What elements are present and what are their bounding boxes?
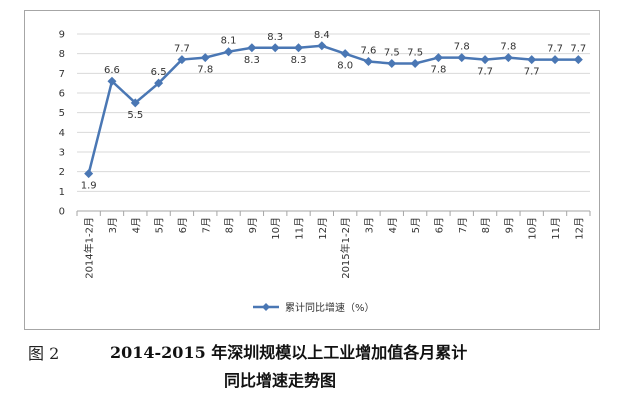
y-tick-label: 4 <box>59 128 65 139</box>
data-point-marker <box>457 53 467 63</box>
y-tick-label: 8 <box>59 49 65 60</box>
data-point-marker <box>154 78 164 88</box>
x-tick-label: 7月 <box>457 217 469 233</box>
data-label: 7.7 <box>547 44 563 55</box>
data-label: 8.3 <box>291 55 307 66</box>
series-line <box>87 44 579 174</box>
data-point-marker <box>573 55 583 65</box>
x-tick-label: 5月 <box>154 217 166 233</box>
x-tick-label: 8月 <box>480 217 492 233</box>
x-tick-label: 11月 <box>294 217 306 240</box>
figure-number: 图 2 <box>28 344 60 363</box>
y-tick-label: 2 <box>59 167 65 178</box>
data-label: 7.8 <box>197 65 213 76</box>
y-tick-label: 6 <box>59 89 65 100</box>
y-tick-label: 3 <box>59 148 65 159</box>
data-label: 7.8 <box>500 42 516 53</box>
data-label: 8.3 <box>267 32 283 43</box>
data-label: 8.0 <box>337 61 353 72</box>
data-point-marker <box>503 53 513 63</box>
y-tick-label: 5 <box>59 108 65 119</box>
x-tick-label: 2014年1-2月 <box>83 217 96 279</box>
x-tick-label: 9月 <box>247 217 259 233</box>
figure-caption-line2: 同比增速走势图 <box>224 371 337 390</box>
data-point-marker <box>107 76 117 86</box>
data-label: 5.5 <box>127 110 143 121</box>
data-point-marker <box>177 55 187 65</box>
data-point-marker <box>270 43 280 53</box>
data-label: 6.6 <box>104 65 120 76</box>
data-label: 8.4 <box>314 30 330 41</box>
data-point-marker <box>527 55 537 65</box>
data-label: 1.9 <box>81 181 97 192</box>
data-point-marker <box>84 169 94 179</box>
x-tick-label: 12月 <box>573 217 585 240</box>
data-label: 7.5 <box>384 48 400 59</box>
x-tick-label: 11月 <box>550 217 562 240</box>
legend-label: 累计同比增速（%） <box>285 301 375 314</box>
x-tick-label: 6月 <box>177 217 189 233</box>
figure-caption-line1: 2014-2015 年深圳规模以上工业增加值各月累计 <box>110 343 468 362</box>
data-point-marker <box>340 49 350 59</box>
data-label: 7.7 <box>477 67 493 78</box>
data-point-marker <box>363 57 373 67</box>
x-tick-label: 10月 <box>270 217 282 240</box>
data-label: 7.7 <box>174 44 190 55</box>
y-tick-label: 1 <box>59 187 65 198</box>
x-tick-label: 5月 <box>410 217 422 233</box>
data-point-marker <box>294 43 304 53</box>
line-chart: 0 1 2 3 4 5 6 7 8 9 2014年1-2月 3月 4月 5月 6月 7月 8月 9月 10月 11月 1… <box>59 30 591 314</box>
legend-marker <box>262 303 270 311</box>
data-point-marker <box>130 98 140 108</box>
data-label: 7.7 <box>524 67 540 78</box>
data-point-marker <box>224 47 234 57</box>
data-label: 7.6 <box>361 46 377 57</box>
x-tick-label: 10月 <box>527 217 539 240</box>
data-label: 8.1 <box>221 36 237 47</box>
x-tick-label: 2015年1-2月 <box>339 217 352 279</box>
x-tick-label: 3月 <box>107 217 119 233</box>
data-point-marker <box>480 55 490 65</box>
y-tick-label: 7 <box>59 69 65 80</box>
chart-frame: 0 1 2 3 4 5 6 7 8 9 2014年1-2月 3月 4月 5月 6月 7月 8月 9月 10月 11月 1… <box>24 10 600 330</box>
x-tick-label: 6月 <box>433 217 445 233</box>
data-point-marker <box>550 55 560 65</box>
data-label: 6.5 <box>151 67 167 78</box>
data-point-marker <box>387 59 397 68</box>
x-tick-label: 12月 <box>317 217 329 240</box>
y-tick-label: 9 <box>59 30 65 41</box>
y-tick-label: 0 <box>59 207 65 218</box>
x-tick-label: 9月 <box>503 217 515 233</box>
data-point-marker <box>433 53 443 63</box>
x-tick-label: 4月 <box>130 217 142 233</box>
x-tick-label: 4月 <box>387 217 399 233</box>
x-tick-label: 3月 <box>363 217 375 233</box>
data-point-marker <box>247 43 257 53</box>
data-label: 7.8 <box>430 65 446 76</box>
x-tick-label: 8月 <box>224 217 236 233</box>
data-point-marker <box>410 59 420 68</box>
data-label: 8.3 <box>244 55 260 66</box>
data-point-marker <box>317 41 327 51</box>
data-point-marker <box>200 53 210 63</box>
data-label: 7.8 <box>454 42 470 53</box>
data-label: 7.5 <box>407 48 423 59</box>
x-tick-label: 7月 <box>200 217 212 233</box>
data-label: 7.7 <box>570 44 586 55</box>
